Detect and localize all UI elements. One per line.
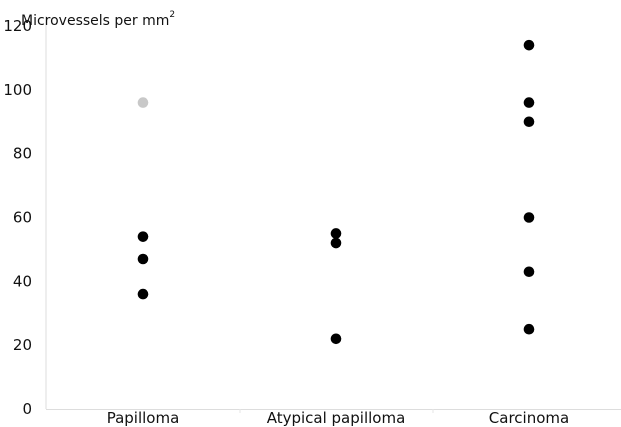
x-category-label: Carcinoma <box>489 409 569 427</box>
data-point <box>137 97 149 108</box>
data-point <box>523 116 535 128</box>
data-point <box>137 231 149 242</box>
data-point <box>330 333 342 345</box>
y-tick-label: 120 <box>3 17 32 35</box>
data-point <box>523 266 535 278</box>
y-tick-label: 20 <box>13 336 32 354</box>
x-axis-categories: Papilloma Atypical papilloma Carcinoma <box>107 409 569 427</box>
data-point <box>523 97 535 108</box>
y-tick-label: 80 <box>13 145 32 163</box>
chart-axes <box>45 16 621 410</box>
y-tick-label: 100 <box>3 81 32 99</box>
data-point <box>137 288 149 300</box>
data-point <box>523 323 535 335</box>
y-tick-label: 60 <box>13 209 32 227</box>
data-point <box>330 237 342 249</box>
data-point <box>137 253 149 265</box>
x-category-label: Atypical papilloma <box>267 409 406 427</box>
y-axis-label: Microvessels per mm2 <box>21 10 175 29</box>
y-axis-ticks: 0 20 40 60 80 100 120 <box>3 17 32 418</box>
x-category-label: Papilloma <box>107 409 180 427</box>
y-tick-label: 40 <box>13 272 32 290</box>
data-point <box>523 212 535 223</box>
y-tick-label: 0 <box>22 400 32 418</box>
data-points <box>137 39 535 345</box>
data-point <box>523 39 535 51</box>
y-axis-label-superscript: 2 <box>169 10 175 20</box>
data-point <box>330 228 342 239</box>
y-axis-label-text: Microvessels per mm <box>21 13 169 29</box>
